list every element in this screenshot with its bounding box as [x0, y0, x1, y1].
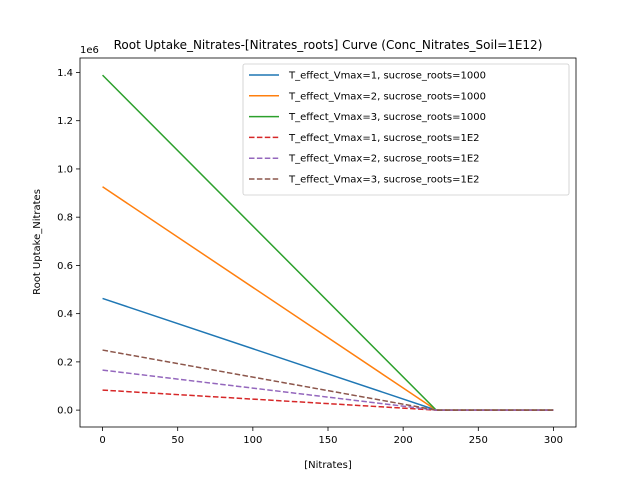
y-tick-label: 0.0: [57, 406, 73, 417]
x-tick-label: 250: [469, 435, 488, 446]
y-scale-offset: 1e6: [80, 45, 99, 56]
y-tick-label: 0.4: [57, 309, 73, 320]
x-axis-ticks: 0 50 100 150 200 250 300: [99, 427, 563, 446]
legend-label-4: T_effect_Vmax=1, sucrose_roots=1E2: [288, 133, 480, 144]
y-axis-label: Root Uptake_Nitrates: [32, 189, 43, 295]
legend-label-2: T_effect_Vmax=2, sucrose_roots=1000: [288, 91, 486, 102]
legend-items: T_effect_Vmax=1, sucrose_roots=1000 T_eff…: [249, 71, 486, 186]
x-tick-label: 100: [243, 435, 262, 446]
legend: T_effect_Vmax=1, sucrose_roots=1000 T_eff…: [242, 63, 570, 196]
x-tick-label: 300: [544, 435, 563, 446]
plot-frame: [79, 57, 577, 428]
legend-label-1: T_effect_Vmax=1, sucrose_roots=1000: [288, 71, 486, 82]
series-line-5: [102, 369, 554, 411]
series-line-6: [102, 349, 554, 411]
x-tick-label: 150: [318, 435, 337, 446]
y-tick-label: 1.2: [57, 116, 73, 127]
y-axis-ticks: 0.0 0.2 0.4 0.6 0.8 1.0 1.2 1.4: [57, 68, 80, 417]
chart-title: Root Uptake_Nitrates-[Nitrates_roots] Cu…: [114, 38, 543, 52]
legend-label-5: T_effect_Vmax=2, sucrose_roots=1E2: [288, 154, 480, 165]
y-tick-label: 0.2: [57, 357, 73, 368]
x-tick-label: 50: [171, 435, 184, 446]
series-layer: [102, 74, 554, 411]
y-tick-label: 0.8: [57, 213, 73, 224]
x-tick-label: 200: [394, 435, 413, 446]
legend-label-6: T_effect_Vmax=3, sucrose_roots=1E2: [288, 175, 480, 186]
x-tick-label: 0: [99, 435, 105, 446]
legend-label-3: T_effect_Vmax=3, sucrose_roots=1000: [288, 112, 486, 123]
legend-box: [242, 63, 570, 196]
x-axis-label: [Nitrates]: [304, 460, 352, 471]
y-tick-label: 0.6: [57, 261, 73, 272]
y-tick-label: 1.0: [57, 164, 73, 175]
y-tick-label: 1.4: [57, 68, 73, 79]
